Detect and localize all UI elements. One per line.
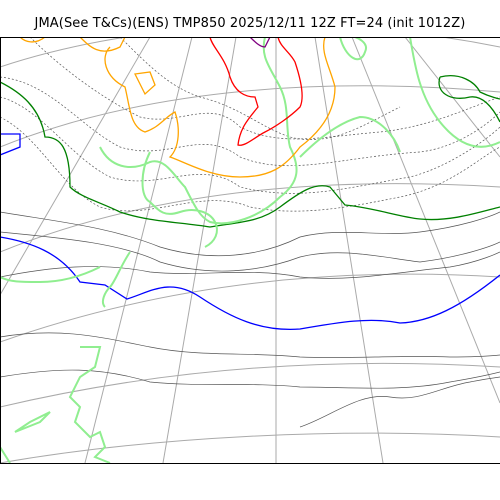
map-title: JMA(See T&Cs)(ENS) TMP850 2025/12/11 12Z… xyxy=(34,16,466,31)
isotherm-purple xyxy=(249,37,271,48)
isotherm-orange-2 xyxy=(134,71,156,96)
map-canvas xyxy=(0,37,500,463)
isotherm-lightgreen xyxy=(0,37,500,463)
graticule xyxy=(0,37,500,463)
isotherm-green xyxy=(0,81,500,228)
weather-map xyxy=(0,37,500,463)
isotherm-blue xyxy=(0,236,500,331)
isotherm-red xyxy=(209,37,303,146)
isotherm-orange-3 xyxy=(19,37,46,43)
isotherm-green-2 xyxy=(438,75,500,123)
isobars xyxy=(0,37,500,428)
isotherm-blue-2 xyxy=(0,133,21,156)
isotherm-orange xyxy=(79,37,336,178)
